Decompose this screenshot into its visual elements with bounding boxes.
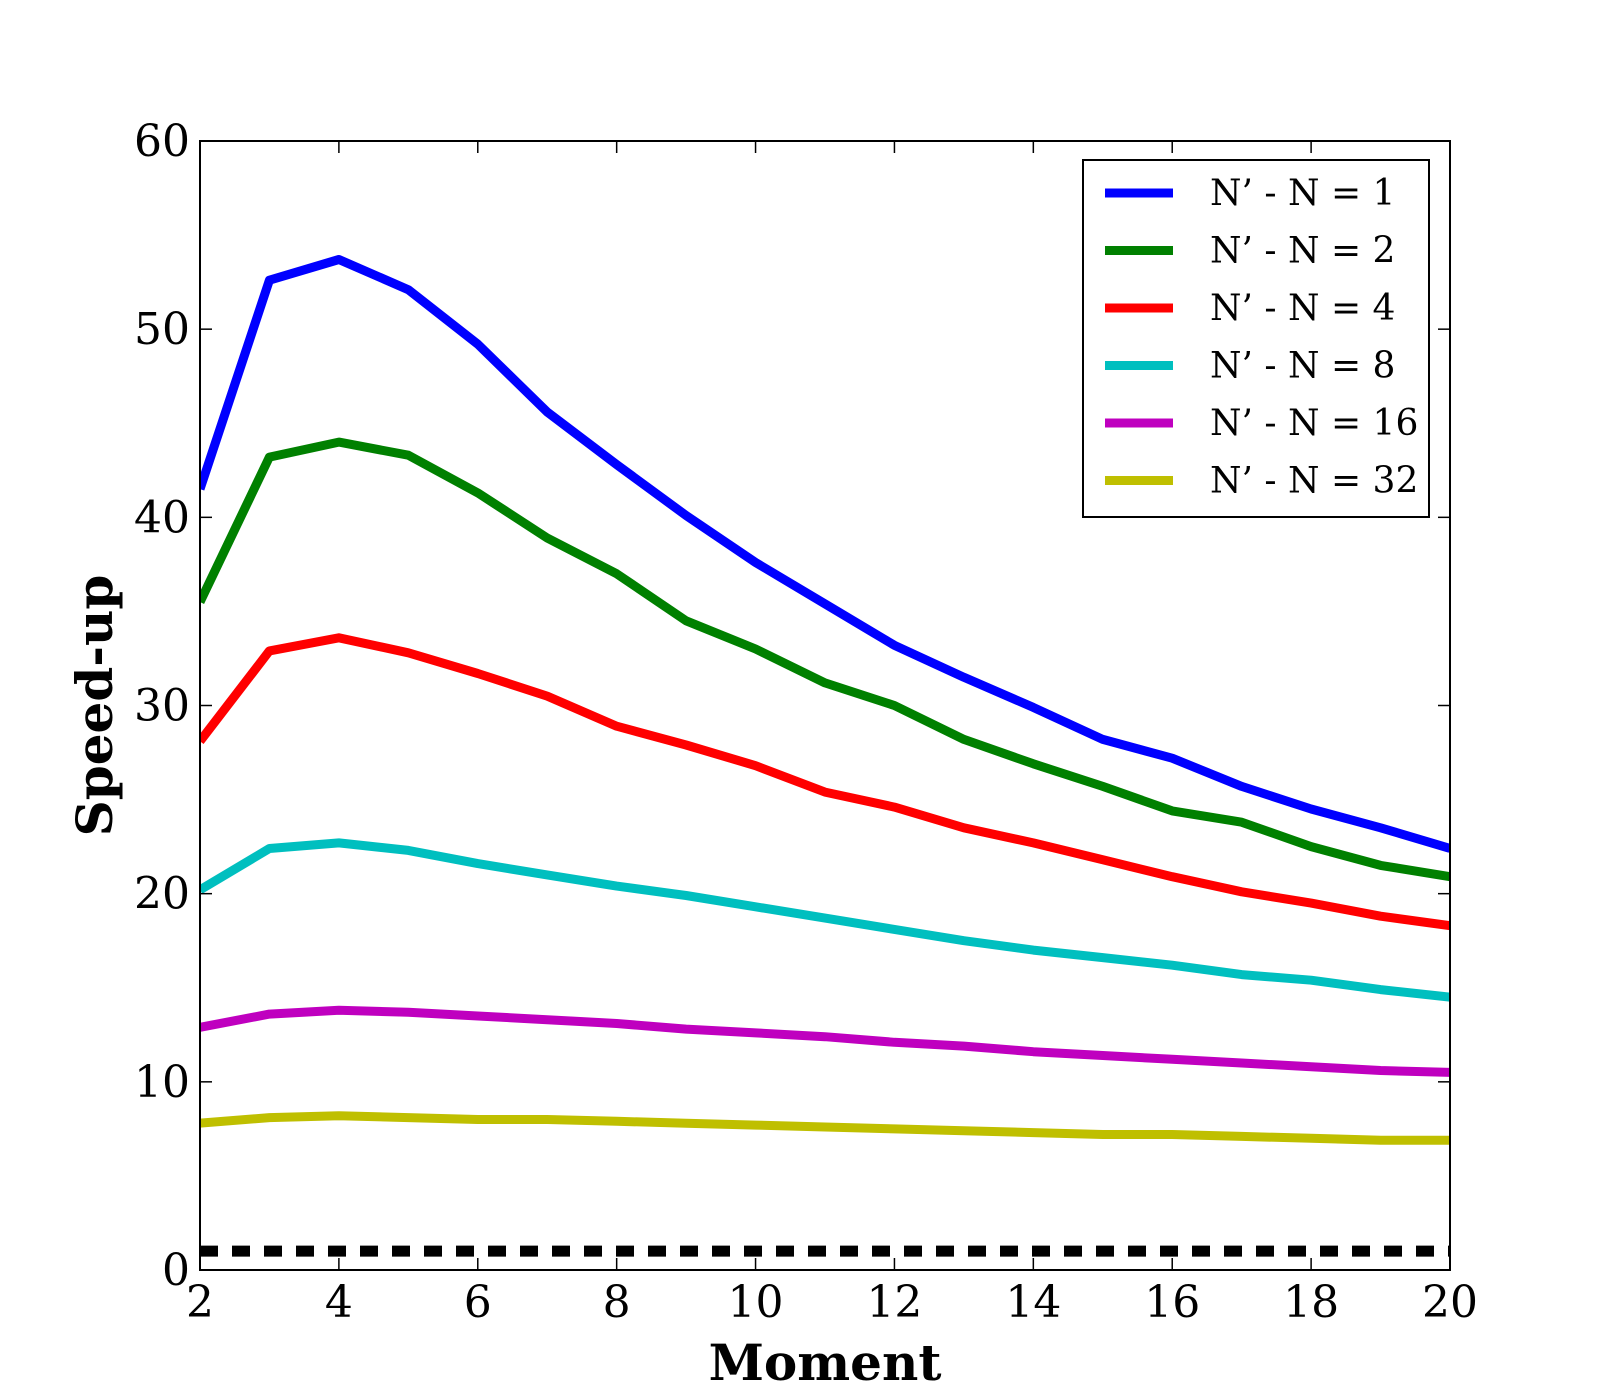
legend-label-2: N’ - N = 2 xyxy=(1210,231,1395,272)
series-line-6 xyxy=(200,1111,1450,1145)
x-tick-label: 20 xyxy=(1422,1277,1478,1328)
series-line-4 xyxy=(200,838,1450,1002)
y-tick-label: 50 xyxy=(134,304,190,355)
x-tick-label: 18 xyxy=(1283,1277,1339,1328)
legend-label-3: N’ - N = 4 xyxy=(1210,288,1395,329)
legend-label-5: N’ - N = 16 xyxy=(1210,403,1418,444)
x-tick-label: 16 xyxy=(1144,1277,1200,1328)
y-tick-label: 20 xyxy=(134,869,190,920)
ticks-layer: 2 4 6 8 10 12 14 16 18 20 0 10 20 30 40 50 60 xyxy=(134,116,1478,1328)
x-tick-label: 4 xyxy=(325,1277,353,1328)
series-line-1 xyxy=(200,255,1450,853)
x-tick-label: 10 xyxy=(728,1277,784,1328)
series-line-5 xyxy=(200,1005,1450,1077)
x-tick-label: 2 xyxy=(186,1277,214,1328)
y-tick-label: 30 xyxy=(134,681,190,732)
series-line-3 xyxy=(200,633,1450,931)
y-tick-label: 0 xyxy=(162,1245,190,1296)
series-line-2 xyxy=(200,437,1450,882)
lines-layer xyxy=(200,255,1450,1257)
x-tick-label: 8 xyxy=(603,1277,631,1328)
y-tick-label: 40 xyxy=(134,492,190,543)
x-tick-label: 6 xyxy=(464,1277,492,1328)
y-axis-title: Speed-up xyxy=(65,575,124,837)
y-tick-label: 10 xyxy=(134,1057,190,1108)
x-tick-label: 14 xyxy=(1005,1277,1061,1328)
y-tick-label: 60 xyxy=(134,116,190,167)
x-axis-title: Moment xyxy=(709,1333,942,1392)
legend-box xyxy=(1082,159,1430,518)
legend: N’ - N = 1 N’ - N = 2 N’ - N = 4 N’ - N = 8… xyxy=(1082,159,1430,518)
legend-label-4: N’ - N = 8 xyxy=(1210,346,1395,387)
x-tick-label: 12 xyxy=(866,1277,922,1328)
legend-label-1: N’ - N = 1 xyxy=(1210,173,1395,214)
legend-label-6: N’ - N = 32 xyxy=(1210,461,1418,502)
